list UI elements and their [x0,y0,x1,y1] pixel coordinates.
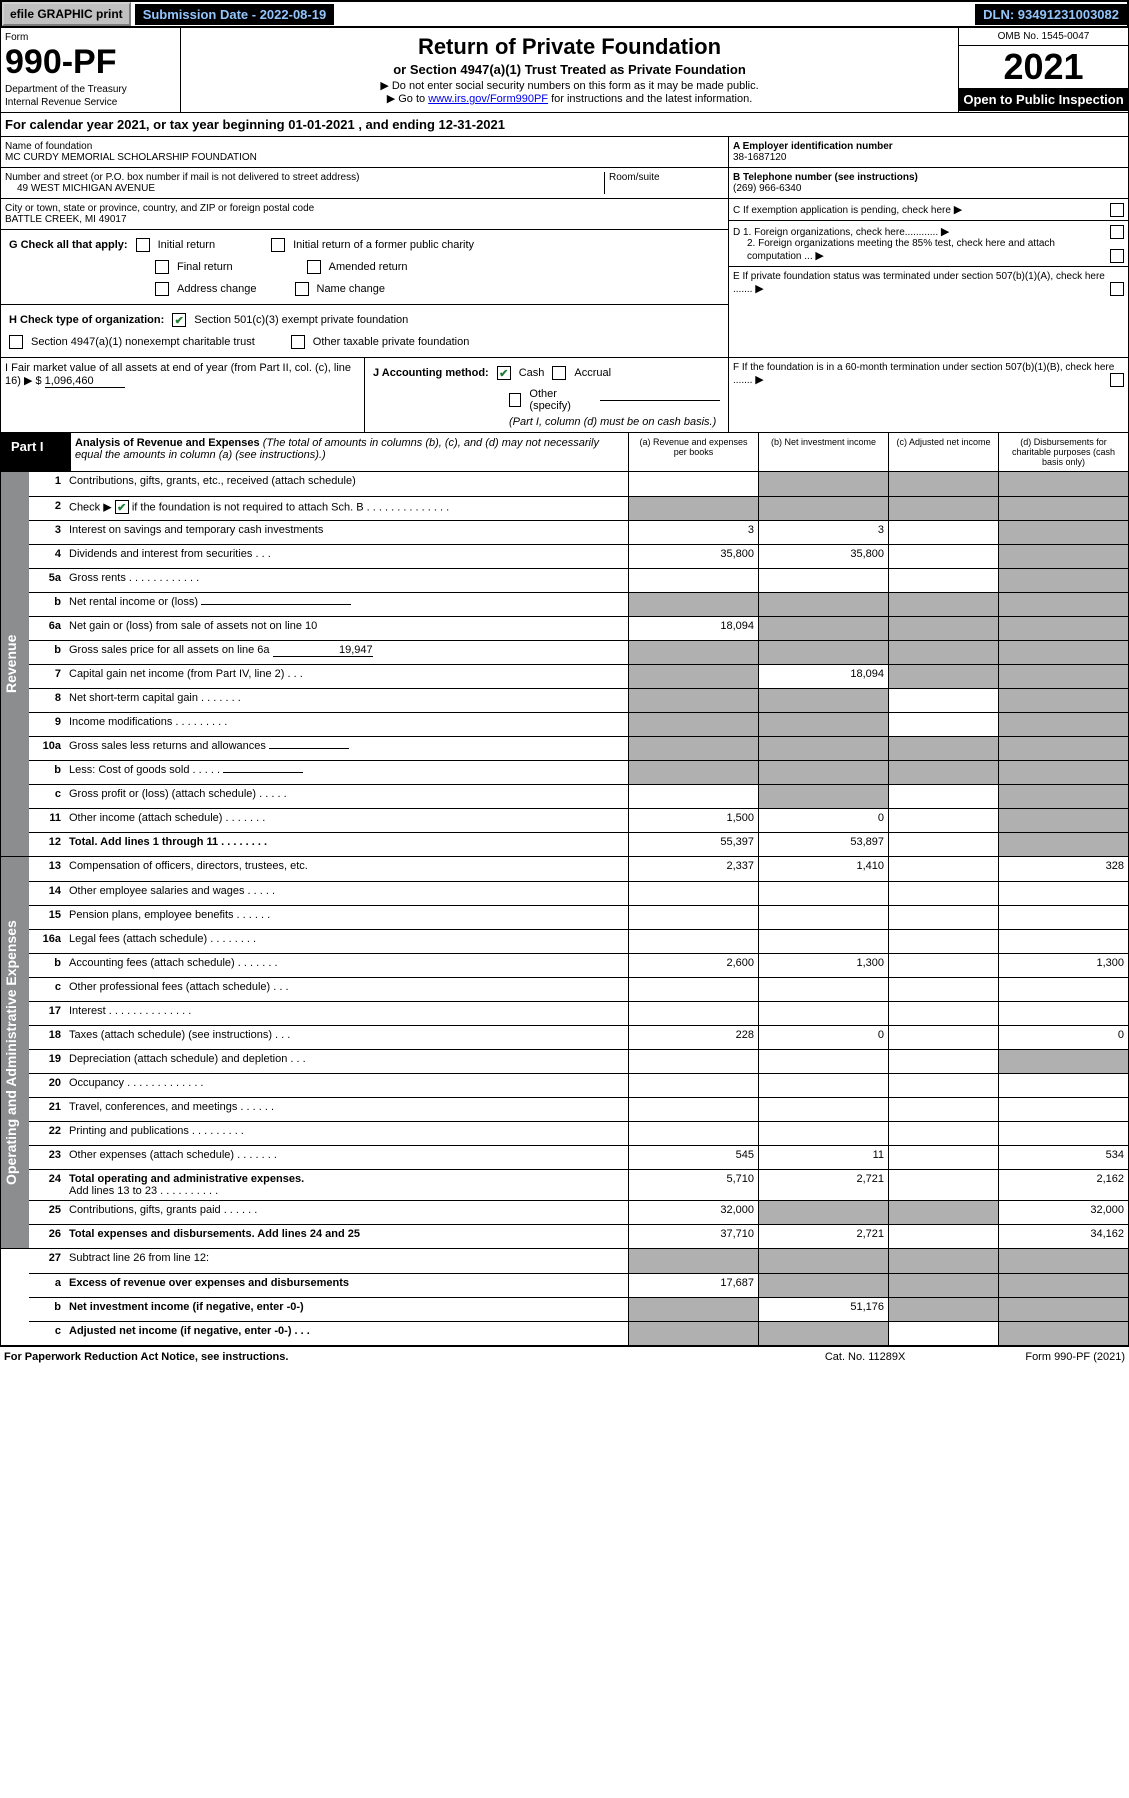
cat-no: Cat. No. 11289X [825,1351,906,1363]
note-ssn: ▶ Do not enter social security numbers o… [187,79,952,92]
efile-print-button[interactable]: efile GRAPHIC print [2,2,131,26]
dept-treasury: Department of the Treasury [5,84,176,95]
part1-header: Part I Analysis of Revenue and Expenses … [0,433,1129,472]
ein-label: A Employer identification number [733,141,1124,152]
phone-cell: B Telephone number (see instructions) (2… [729,168,1128,199]
checkbox-other-taxable[interactable] [291,335,305,349]
f-cell: F If the foundation is in a 60-month ter… [728,358,1128,432]
ein-value: 38-1687120 [733,152,1124,163]
irs: Internal Revenue Service [5,97,176,108]
city-state-zip: BATTLE CREEK, MI 49017 [5,214,724,225]
checkbox-accrual[interactable] [552,366,566,380]
opex-section: Operating and Administrative Expenses 13… [0,857,1129,1249]
checkbox-initial-former[interactable] [271,238,285,252]
addr-label: Number and street (or P.O. box number if… [5,172,604,183]
page-footer: For Paperwork Reduction Act Notice, see … [0,1346,1129,1367]
dln: DLN: 93491231003082 [975,4,1127,25]
foundation-name: MC CURDY MEMORIAL SCHOLARSHIP FOUNDATION [5,152,724,163]
f-label: F If the foundation is in a 60-month ter… [733,362,1114,386]
d1-label: D 1. Foreign organizations, check here..… [733,227,938,238]
opex-side-label: Operating and Administrative Expenses [1,857,29,1248]
j-note: (Part I, column (d) must be on cash basi… [369,416,724,428]
h-section: H Check type of organization: Section 50… [1,305,728,357]
submission-date: Submission Date - 2022-08-19 [135,4,335,25]
phone-value: (269) 966-6340 [733,183,1124,194]
col-c-header: (c) Adjusted net income [888,433,998,471]
checkbox-501c3[interactable] [172,313,186,327]
checkbox-e[interactable] [1110,282,1124,296]
col-d-header: (d) Disbursements for charitable purpose… [998,433,1128,471]
checkbox-4947[interactable] [9,335,23,349]
checkbox-amended[interactable] [307,260,321,274]
c-cell: C If exemption application is pending, c… [729,199,1128,221]
city-label: City or town, state or province, country… [5,203,724,214]
e-label: E If private foundation status was termi… [733,271,1105,295]
col-b-header: (b) Net investment income [758,433,888,471]
checkbox-initial[interactable] [136,238,150,252]
title-box: Return of Private Foundation or Section … [181,28,958,112]
checkbox-other-method[interactable] [509,393,521,407]
checkbox-d1[interactable] [1110,225,1124,239]
e-cell: E If private foundation status was termi… [729,267,1128,299]
j-label: J Accounting method: [373,367,489,379]
entity-info: Name of foundation MC CURDY MEMORIAL SCH… [0,137,1129,358]
note-link: ▶ Go to www.irs.gov/Form990PF for instru… [187,92,952,105]
col-a-header: (a) Revenue and expenses per books [628,433,758,471]
form-box: Form 990-PF Department of the Treasury I… [1,28,181,112]
g-section: G Check all that apply: Initial return I… [1,230,728,305]
omb-number: OMB No. 1545-0047 [959,28,1128,46]
checkbox-schb[interactable] [115,500,129,514]
paperwork-notice: For Paperwork Reduction Act Notice, see … [4,1351,288,1363]
d2-label: 2. Foreign organizations meeting the 85%… [747,238,1055,262]
c-label: C If exemption application is pending, c… [733,205,951,216]
street-address: 49 WEST MICHIGAN AVENUE [5,183,604,194]
checkbox-addr-change[interactable] [155,282,169,296]
g-label: G Check all that apply: [9,239,128,251]
checkbox-cash[interactable] [497,366,511,380]
addr-cell: Number and street (or P.O. box number if… [1,168,728,199]
top-bar: efile GRAPHIC print Submission Date - 20… [0,0,1129,28]
line27-section: 27Subtract line 26 from line 12: aExcess… [0,1249,1129,1346]
ein-cell: A Employer identification number 38-1687… [729,137,1128,168]
year-box: OMB No. 1545-0047 2021 Open to Public In… [958,28,1128,112]
city-cell: City or town, state or province, country… [1,199,728,230]
part1-label: Part I [1,433,71,471]
revenue-side-label: Revenue [1,472,29,856]
form-header: Form 990-PF Department of the Treasury I… [0,28,1129,113]
checkbox-final[interactable] [155,260,169,274]
checkbox-name-change[interactable] [295,282,309,296]
fmv-value: 1,096,460 [45,375,125,388]
phone-label: B Telephone number (see instructions) [733,172,1124,183]
form-subtitle: or Section 4947(a)(1) Trust Treated as P… [187,62,952,77]
open-public: Open to Public Inspection [959,88,1128,111]
form-title: Return of Private Foundation [187,34,952,60]
form-ref: Form 990-PF (2021) [1025,1351,1125,1363]
form-label: Form [5,32,176,43]
revenue-section: Revenue 1Contributions, gifts, grants, e… [0,472,1129,857]
i-j-section: I Fair market value of all assets at end… [0,358,1129,433]
arrow-icon: ▶ [954,204,962,216]
calendar-year-line: For calendar year 2021, or tax year begi… [0,113,1129,137]
tax-year: 2021 [959,46,1128,88]
form-number: 990-PF [5,43,176,82]
name-cell: Name of foundation MC CURDY MEMORIAL SCH… [1,137,728,168]
name-label: Name of foundation [5,141,724,152]
d-cell: D 1. Foreign organizations, check here..… [729,221,1128,267]
checkbox-f[interactable] [1110,373,1124,387]
h-label: H Check type of organization: [9,314,164,326]
checkbox-c[interactable] [1110,203,1124,217]
room-label: Room/suite [604,172,724,194]
checkbox-d2[interactable] [1110,249,1124,263]
part1-desc: Analysis of Revenue and Expenses (The to… [71,433,628,471]
irs-link[interactable]: www.irs.gov/Form990PF [428,93,548,105]
